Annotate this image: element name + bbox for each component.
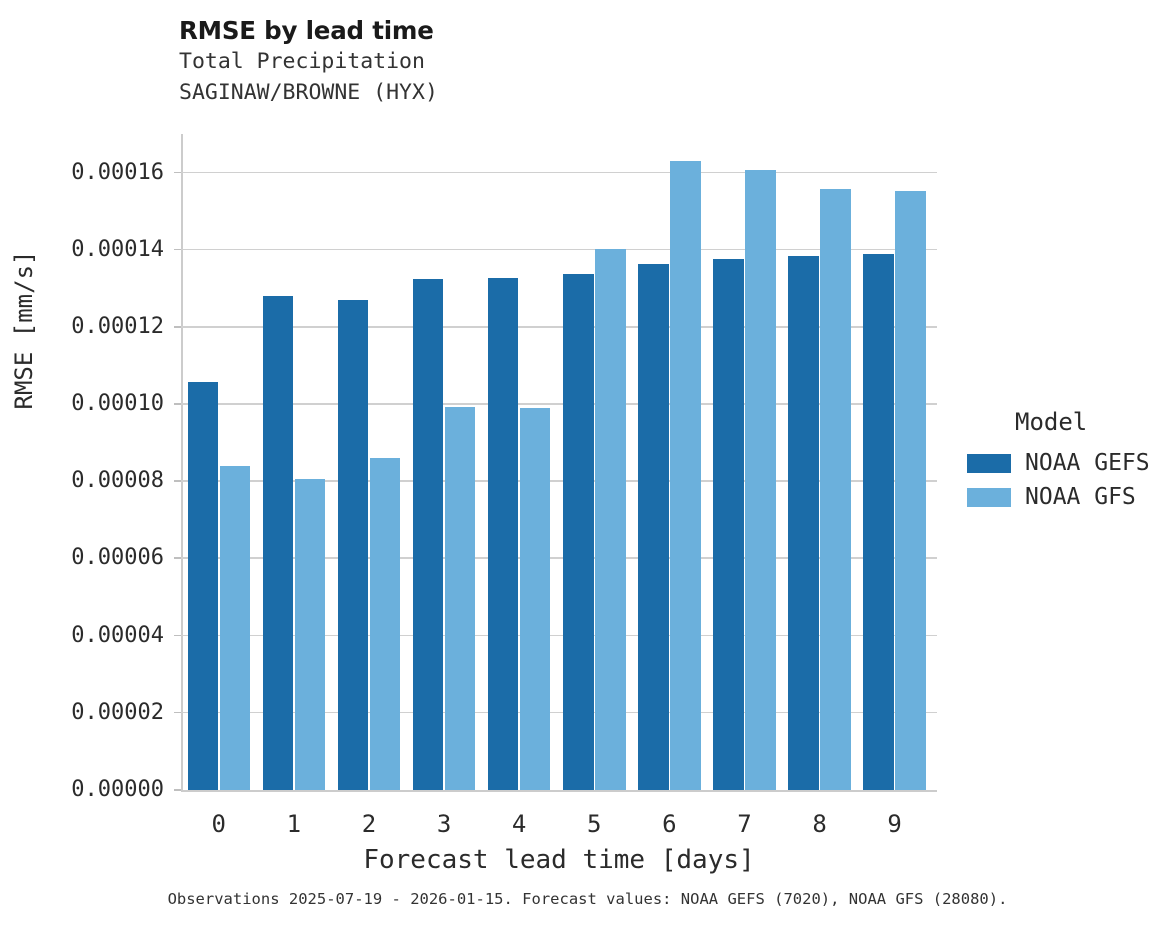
gridline <box>181 634 937 637</box>
x-tick-label: 8 <box>812 810 827 838</box>
x-axis-spine <box>181 790 937 792</box>
bar <box>412 278 444 790</box>
bar <box>670 160 701 790</box>
y-axis-spine <box>181 134 183 792</box>
legend-swatch <box>967 453 1011 473</box>
bar <box>563 273 594 790</box>
gridline <box>181 325 937 328</box>
y-axis-title: RMSE [mm/s] <box>10 250 38 410</box>
gridline <box>181 557 937 560</box>
bar <box>713 259 744 790</box>
x-axis-title: Forecast lead time [days] <box>363 845 755 875</box>
bar <box>745 169 776 790</box>
gridline <box>181 711 937 714</box>
x-tick-label: 1 <box>286 810 302 838</box>
bar <box>519 407 551 790</box>
legend-entries: NOAA GEFS NOAA GFS <box>967 446 1172 514</box>
bar <box>788 255 819 790</box>
y-tick-label: 0.00016 <box>71 159 164 185</box>
plot-area <box>181 134 937 790</box>
legend-entry[interactable]: NOAA GEFS <box>967 446 1172 480</box>
y-tick-mark <box>174 789 181 791</box>
y-tick-mark <box>174 711 181 714</box>
y-tick-mark <box>174 325 181 328</box>
legend-title: Model <box>1015 408 1088 436</box>
y-tick-mark <box>174 480 181 482</box>
chart-subtitle-station: SAGINAW/BROWNE (HYX) <box>179 80 438 105</box>
y-tick-mark <box>174 557 181 560</box>
bar <box>262 296 294 790</box>
x-tick-label: 3 <box>436 810 452 838</box>
bar <box>444 406 476 790</box>
y-tick-label: 0.00012 <box>71 313 164 339</box>
bar <box>187 381 218 790</box>
y-tick-label: 0.00000 <box>71 777 164 802</box>
legend: Model NOAA GEFS NOAA GFS <box>967 408 1172 514</box>
chart-subtitle-variable: Total Precipitation <box>179 49 425 74</box>
y-tick-label: 0.00014 <box>71 236 164 262</box>
gridline <box>181 480 937 482</box>
bar <box>294 478 326 790</box>
y-tick-label: 0.00010 <box>71 391 164 417</box>
gridline <box>181 403 937 405</box>
gridline <box>181 248 937 251</box>
y-tick-label: 0.00008 <box>71 468 164 494</box>
bar <box>487 277 519 790</box>
y-tick-mark <box>174 248 181 251</box>
bar <box>369 457 401 790</box>
y-tick-label: 0.00004 <box>71 622 164 648</box>
y-tick-mark <box>174 171 181 174</box>
footer-note: Observations 2025-07-19 - 2026-01-15. Fo… <box>167 890 1008 908</box>
x-tick-label: 6 <box>662 810 677 838</box>
page-title: RMSE by lead time <box>179 16 434 45</box>
bar <box>820 189 851 790</box>
x-tick-label: 5 <box>587 810 602 838</box>
y-tick-mark <box>174 403 181 405</box>
title-block: RMSE by lead time Total Precipitation SA… <box>179 16 939 108</box>
legend-label: NOAA GEFS <box>1025 449 1150 476</box>
y-tick-label: 0.00006 <box>71 545 164 571</box>
x-tick-label: 0 <box>211 810 226 838</box>
gridline <box>181 171 937 174</box>
y-tick-label: 0.00002 <box>71 699 164 725</box>
x-tick-label: 2 <box>361 810 377 838</box>
bar <box>638 264 669 790</box>
bar <box>863 253 894 790</box>
bar <box>595 249 626 790</box>
legend-swatch <box>967 487 1011 507</box>
bar <box>219 466 250 790</box>
y-tick-mark <box>174 634 181 637</box>
x-tick-label: 4 <box>511 810 527 838</box>
bar <box>337 300 369 790</box>
x-tick-label: 9 <box>887 810 902 838</box>
legend-entry[interactable]: NOAA GFS <box>967 480 1172 514</box>
legend-label: NOAA GFS <box>1025 483 1136 510</box>
bar <box>895 191 926 790</box>
x-tick-label: 7 <box>737 810 752 838</box>
